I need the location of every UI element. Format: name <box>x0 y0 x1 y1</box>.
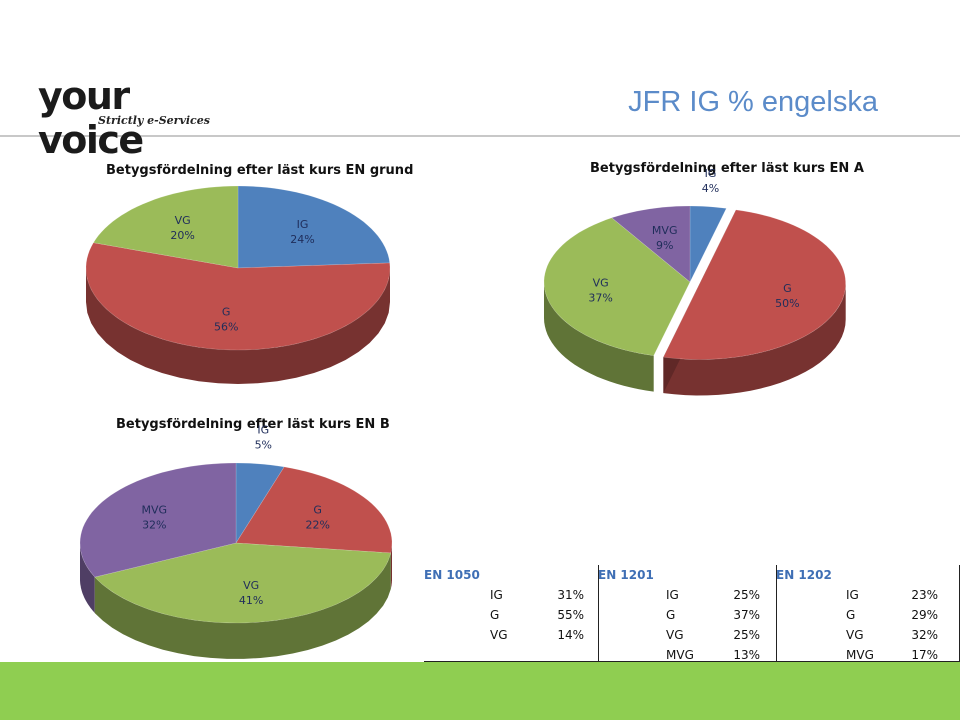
pie-slice-g <box>235 466 393 554</box>
pie-side-vg <box>94 553 391 659</box>
row-grade: VG <box>666 628 684 642</box>
row-grade: MVG <box>666 648 694 662</box>
logo-tagline: Strictly e-Services <box>98 114 210 127</box>
table-en1050: EN 1050 IG 31% G 55% VG 14% <box>424 565 598 662</box>
slice-value-vg: 41% <box>239 594 263 607</box>
slice-value-vg: 20% <box>170 229 194 242</box>
table-row: VG 32% <box>776 628 960 648</box>
slice-value-ig: 24% <box>290 233 314 246</box>
table-en1202: EN 1202 IG 23% G 29% VG 32% MVG 17% <box>776 565 960 662</box>
slice-label-ig: IG <box>297 218 309 231</box>
row-value: 32% <box>911 628 938 642</box>
slice-value-vg: 37% <box>588 291 612 304</box>
pie-side-g <box>390 543 392 589</box>
row-grade: G <box>846 608 856 622</box>
row-value: 25% <box>733 588 760 602</box>
row-value: 37% <box>733 608 760 622</box>
row-value: 13% <box>733 648 760 662</box>
chart-title-b: Betygsfördelning efter läst kurs EN B <box>116 417 390 432</box>
table-row: VG 14% <box>424 628 598 648</box>
pie-chart-a: IG 4% G 50% VG 37% MVG 9% <box>543 167 846 396</box>
row-value: 17% <box>911 648 938 662</box>
slice-label-vg: VG <box>593 276 609 289</box>
row-value: 31% <box>557 588 584 602</box>
grade-tables: EN 1050 IG 31% G 55% VG 14% EN 1201 IG 25% G… <box>424 565 960 662</box>
slice-label-ig: IG <box>257 423 269 436</box>
slice-value-g: 22% <box>305 518 329 531</box>
table-bottom-rule <box>424 661 960 662</box>
slice-label-g: G <box>313 503 322 516</box>
slice-label-g: G <box>783 282 792 295</box>
pie-slice-vg <box>92 185 239 269</box>
slice-value-mvg: 32% <box>142 518 166 531</box>
table-en1201: EN 1201 IG 25% G 37% VG 25% MVG 13% <box>598 565 776 662</box>
table-row: IG 25% <box>598 588 776 608</box>
pie-slice-g <box>662 209 846 360</box>
chart-title-a: Betygsfördelning efter läst kurs EN A <box>590 161 864 176</box>
table-row: G 37% <box>598 608 776 628</box>
slice-value-mvg: 9% <box>656 239 673 252</box>
table-row: IG 31% <box>424 588 598 608</box>
slice-label-vg: VG <box>243 579 259 592</box>
row-value: 23% <box>911 588 938 602</box>
pie-chart-grund: IG 24% G 56% VG 20% <box>85 185 391 384</box>
table-row: MVG 13% <box>598 648 776 668</box>
row-value: 55% <box>557 608 584 622</box>
row-grade: MVG <box>846 648 874 662</box>
pie-side-vg <box>544 282 654 392</box>
row-grade: G <box>666 608 676 622</box>
slice-label-ig: IG <box>705 167 717 180</box>
slice-value-g: 56% <box>214 320 238 333</box>
logo-text: your voice <box>38 74 144 162</box>
header-band <box>0 0 960 137</box>
table-header: EN 1050 <box>424 568 480 582</box>
row-grade: IG <box>490 588 503 602</box>
row-value: 25% <box>733 628 760 642</box>
pie-side-g <box>86 268 390 384</box>
footer-band <box>0 662 960 720</box>
table-header: EN 1201 <box>598 568 654 582</box>
row-grade: VG <box>846 628 864 642</box>
table-row: VG 25% <box>598 628 776 648</box>
slice-label-g: G <box>222 305 231 318</box>
slice-value-ig: 5% <box>255 438 272 451</box>
row-grade: G <box>490 608 500 622</box>
pie-chart-b: IG 5% G 22% VG 41% MVG 32% <box>79 423 393 659</box>
pie-slice-ig <box>237 185 391 269</box>
pie-side-g <box>663 283 846 396</box>
pie-slice-ig <box>689 205 727 283</box>
pie-side-mvg <box>80 543 95 614</box>
chart-title-grund: Betygsfördelning efter läst kurs EN grun… <box>106 163 414 178</box>
table-row: G 55% <box>424 608 598 628</box>
pie-slice-g <box>85 242 391 351</box>
page-title: JFR IG % engelska <box>628 86 878 118</box>
pie-slice-vg <box>543 217 691 356</box>
table-row: MVG 17% <box>776 648 960 668</box>
table-divider <box>776 565 777 662</box>
slice-label-vg: VG <box>175 214 191 227</box>
row-grade: IG <box>846 588 859 602</box>
slice-value-ig: 4% <box>702 182 719 195</box>
slice-label-mvg: MVG <box>142 503 168 516</box>
logo: your voice Strictly e-Services <box>38 74 218 162</box>
pie-slice-mvg <box>611 205 691 283</box>
row-value: 14% <box>557 628 584 642</box>
pie-slice-vg <box>94 542 392 624</box>
table-divider <box>598 565 599 662</box>
row-grade: VG <box>490 628 508 642</box>
row-grade: IG <box>666 588 679 602</box>
pie-slice-mvg <box>79 462 237 578</box>
slice-label-mvg: MVG <box>652 224 678 237</box>
slice-value-g: 50% <box>775 297 799 310</box>
table-header: EN 1202 <box>776 568 832 582</box>
pie-slice-ig <box>235 462 285 545</box>
table-row: IG 23% <box>776 588 960 608</box>
row-value: 29% <box>911 608 938 622</box>
table-row: G 29% <box>776 608 960 628</box>
